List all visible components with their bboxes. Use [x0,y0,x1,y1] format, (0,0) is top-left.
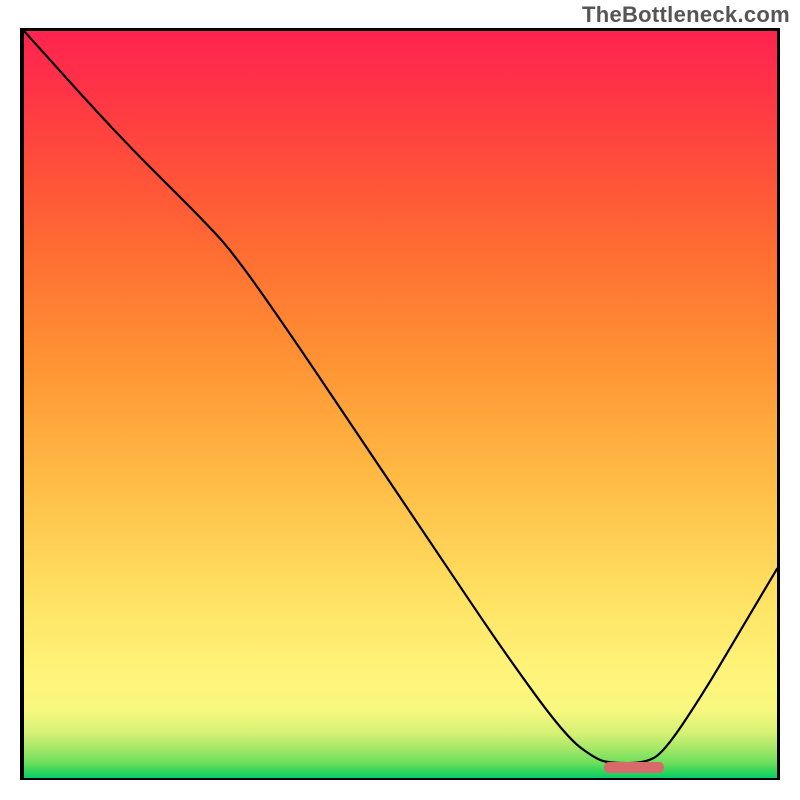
chart-frame: TheBottleneck.com [0,0,800,800]
bottleneck-curve [24,31,777,778]
plot-area [24,31,777,778]
watermark-text: TheBottleneck.com [582,2,790,28]
optimal-range-marker [604,762,664,772]
